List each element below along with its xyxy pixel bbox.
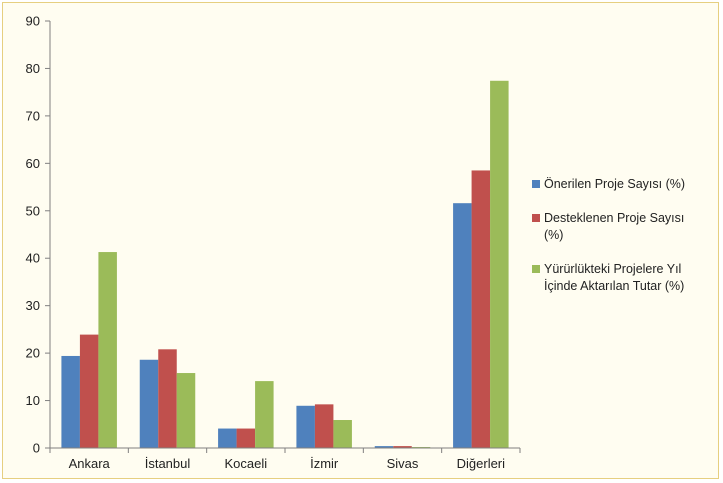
bar xyxy=(61,355,80,448)
legend-swatch xyxy=(532,180,540,188)
bar xyxy=(374,446,394,448)
legend-label: Önerilen Proje Sayısı (%) xyxy=(544,177,685,191)
bar xyxy=(218,428,237,448)
bar xyxy=(79,334,99,448)
bar xyxy=(98,252,117,448)
legend: Önerilen Proje Sayısı (%) Desteklenen Pro… xyxy=(532,177,685,293)
bar xyxy=(471,170,491,448)
legend-label: Yürürlükteki Projelere Yıl xyxy=(544,262,681,276)
y-tick-label: 30 xyxy=(26,298,40,313)
y-tick-label: 10 xyxy=(26,393,40,408)
y-tick-label: 50 xyxy=(26,203,40,218)
x-tick-label: İzmir xyxy=(310,456,339,471)
bar xyxy=(255,381,274,448)
y-tick-label: 90 xyxy=(26,14,40,29)
x-axis: Ankara İstanbul Kocaeli İzmir Sivas Diğerleri xyxy=(49,447,521,471)
bar xyxy=(158,349,177,448)
bar xyxy=(490,80,509,448)
bar xyxy=(333,420,352,448)
y-tick-label: 80 xyxy=(26,61,40,76)
bar xyxy=(453,203,472,448)
bar xyxy=(139,359,159,448)
legend-label: (%) xyxy=(544,228,563,242)
legend-label: İçinde Aktarılan Tutar (%) xyxy=(544,279,684,293)
legend-swatch xyxy=(532,214,540,222)
chart-frame xyxy=(2,2,719,479)
legend-label: Desteklenen Proje Sayısı xyxy=(544,211,684,225)
x-tick-label: İstanbul xyxy=(145,456,191,471)
y-tick-label: 0 xyxy=(33,441,40,456)
bar xyxy=(176,373,196,448)
y-axis: 0 10 20 30 40 50 60 70 80 90 xyxy=(26,14,51,456)
y-tick-label: 60 xyxy=(26,156,40,171)
x-tick-label: Ankara xyxy=(69,456,111,471)
x-tick-label: Sivas xyxy=(387,456,419,471)
y-tick-label: 40 xyxy=(26,251,40,266)
x-tick-label: Diğerleri xyxy=(457,456,506,471)
bar xyxy=(393,446,412,448)
bar xyxy=(236,428,256,448)
bars xyxy=(61,80,509,448)
bar xyxy=(296,405,315,448)
bar xyxy=(314,404,334,448)
y-tick-label: 70 xyxy=(26,108,40,123)
y-tick-label: 20 xyxy=(26,346,40,361)
x-tick-label: Kocaeli xyxy=(225,456,268,471)
legend-swatch xyxy=(532,265,540,273)
